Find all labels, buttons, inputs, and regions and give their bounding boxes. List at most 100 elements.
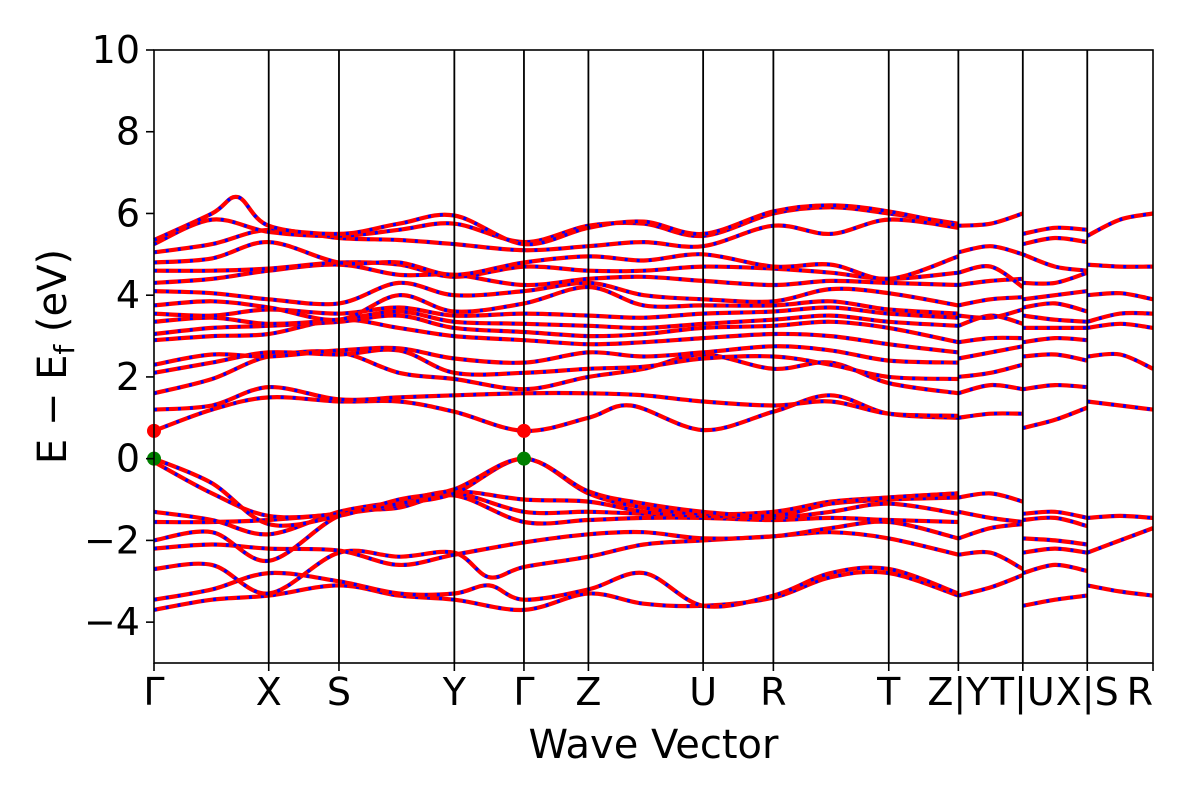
- band-line-spin-down-s2-b5: [1022, 509, 1088, 520]
- band-line-spin-down-s2-b7: [1022, 382, 1088, 392]
- band-line-spin-down-s1-b8: [958, 344, 1024, 361]
- band-line-spin-down-s2-b3: [1022, 536, 1088, 547]
- band-line-spin-down-s0-b14: [153, 317, 959, 355]
- y-axis-label: E − Ef (eV): [30, 249, 81, 464]
- band-line-spin-down-s0-b25: [153, 194, 959, 247]
- band-line-spin-down-s1-b15: [957, 244, 1024, 257]
- band-line-spin-down-s1-b2: [957, 522, 1024, 541]
- x-tick-label-1: X: [256, 670, 282, 714]
- band-line-spin-down-s2-b11: [1022, 313, 1088, 324]
- band-line-spin-down-s3-b6: [1086, 310, 1154, 324]
- x-tick-label-7: R: [760, 670, 786, 714]
- x-tick-label-2: S: [327, 670, 351, 714]
- band-line-spin-down-s3-b0: [1086, 583, 1154, 598]
- y-axis-label-unit: (eV): [30, 249, 76, 345]
- band-line-spin-down-s0-b12: [153, 347, 959, 382]
- y-axis-label-main: E − E: [30, 355, 76, 465]
- band-line-spin-down-s0-b3: [153, 519, 959, 568]
- band-line-spin-down-s2-b15: [1022, 252, 1088, 273]
- y-ticks: −4 −2 0 2 4 6 8 10: [84, 28, 154, 644]
- band-line-spin-down-s2-b8: [1022, 352, 1088, 363]
- band-line-spin-down-s1-b1: [958, 549, 1024, 571]
- band-line-spin-down-s2-b6: [1022, 405, 1089, 431]
- band-line-spin-down-s2-b1: [1022, 562, 1088, 576]
- band-line-spin-down-s3-b9: [1086, 211, 1154, 238]
- y-tick-label-3: 2: [116, 355, 140, 399]
- band-line-spin-down-s0-b1: [153, 565, 960, 609]
- plot-frame: [153, 49, 1154, 664]
- band-line-spin-down-s2-b12: [1022, 301, 1088, 314]
- band-line-spin-down-s2-b0: [1022, 593, 1088, 608]
- band-line-spin-down-s1-b11: [958, 307, 1024, 321]
- band-line-spin-up-s1-b1: [958, 550, 1024, 571]
- x-tick-label-4: Γ: [513, 670, 534, 714]
- band-line-spin-down-s1-b6: [957, 382, 1024, 396]
- x-tick-label-12: R: [1127, 670, 1153, 714]
- x-axis-label: Wave Vector: [529, 722, 780, 768]
- band-line-spin-down-s2-b16: [1022, 235, 1088, 247]
- band-line-spin-up-s0-b24: [153, 205, 959, 246]
- x-tick-label-11: X|S: [1056, 670, 1119, 715]
- x-tick-label-8: T: [876, 670, 901, 714]
- band-line-spin-down-s0-b19: [153, 280, 959, 308]
- y-tick-label-4: 4: [116, 273, 140, 317]
- band-line-spin-down-s2-b17: [1022, 225, 1088, 236]
- band-line-spin-up-s0-b0: [153, 570, 959, 612]
- band-line-spin-down-s0-b10: [153, 384, 959, 418]
- band-line-spin-down-s3-b4: [1087, 351, 1154, 371]
- band-line-spin-up-s1-b14: [957, 264, 1024, 289]
- band-edge-marker-cbm-2: [516, 423, 531, 438]
- band-line-spin-down-s1-b5: [958, 411, 1023, 420]
- x-tick-label-3: Y: [442, 670, 467, 714]
- band-line-spin-down-s3-b5: [1087, 321, 1154, 330]
- band-line-spin-down-s2-b4: [1022, 515, 1088, 529]
- band-line-spin-down-s3-b2: [1087, 513, 1154, 520]
- band-line-spin-down-s2-b14: [1022, 270, 1088, 286]
- bands-layer: [152, 194, 1154, 613]
- band-line-spin-down-s0-b13: [153, 344, 959, 367]
- y-tick-label-0: −4: [84, 600, 140, 644]
- band-line-spin-up-s0-b2: [153, 530, 959, 596]
- band-line-spin-down-s1-b3: [958, 509, 1024, 525]
- band-line-spin-down-s2-b13: [1022, 289, 1088, 302]
- y-tick-label-6: 8: [116, 110, 140, 154]
- band-line-spin-up-s0-b7: [153, 456, 959, 520]
- band-edge-marker-vbm-3: [516, 451, 531, 466]
- band-line-spin-down-s3-b3: [1087, 399, 1154, 412]
- kpoint-lines: [267, 50, 1089, 663]
- band-line-spin-up-s0-b22: [153, 240, 959, 281]
- band-line-spin-down-s0-b7: [152, 456, 959, 520]
- band-line-spin-up-s3-b9: [1086, 211, 1154, 238]
- band-line-spin-down-s1-b4: [958, 491, 1024, 504]
- band-line-spin-down-s1-b9: [958, 335, 1023, 345]
- band-line-spin-down-s0-b4: [153, 493, 959, 563]
- band-line-spin-down-s1-b0: [957, 573, 1024, 598]
- x-tick-label-9: Z|Y: [927, 670, 990, 715]
- band-line-spin-down-s3-b8: [1087, 262, 1154, 269]
- band-line-spin-down-s3-b1: [1086, 526, 1154, 555]
- band-line-spin-down-s2-b9: [1022, 335, 1088, 345]
- band-line-spin-down-s1-b7: [958, 362, 1024, 379]
- band-line-spin-up-s3-b4: [1087, 352, 1154, 371]
- band-line-spin-up-s0-b12: [153, 347, 959, 381]
- band-line-spin-up-s0-b25: [153, 195, 959, 246]
- x-tick-label-0: Γ: [143, 670, 164, 714]
- band-line-spin-down-s0-b21: [153, 260, 959, 282]
- y-tick-label-5: 6: [116, 191, 140, 235]
- band-line-spin-down-s1-b16: [958, 211, 1024, 228]
- x-ticks: Γ X S Y Γ Z U R T Z|Y T|U X|S R: [143, 663, 1154, 715]
- band-line-spin-down-s3-b7: [1087, 290, 1154, 302]
- y-axis-label-subscript: f: [48, 344, 81, 355]
- y-tick-label-1: −2: [84, 518, 140, 562]
- x-tick-label-5: Z: [575, 670, 601, 714]
- band-line-spin-up-s3-b1: [1086, 526, 1154, 555]
- band-line-spin-up-s0-b8: [153, 456, 959, 528]
- band-line-spin-up-s0-b9: [153, 393, 959, 433]
- y-tick-label-2: 0: [116, 437, 140, 481]
- band-line-spin-down-s1-b12: [958, 295, 1023, 308]
- band-line-spin-up-s0-b5: [153, 491, 959, 524]
- x-tick-label-10: T|U: [990, 670, 1055, 715]
- x-tick-label-6: U: [689, 670, 717, 714]
- band-line-spin-down-s0-b18: [153, 284, 959, 323]
